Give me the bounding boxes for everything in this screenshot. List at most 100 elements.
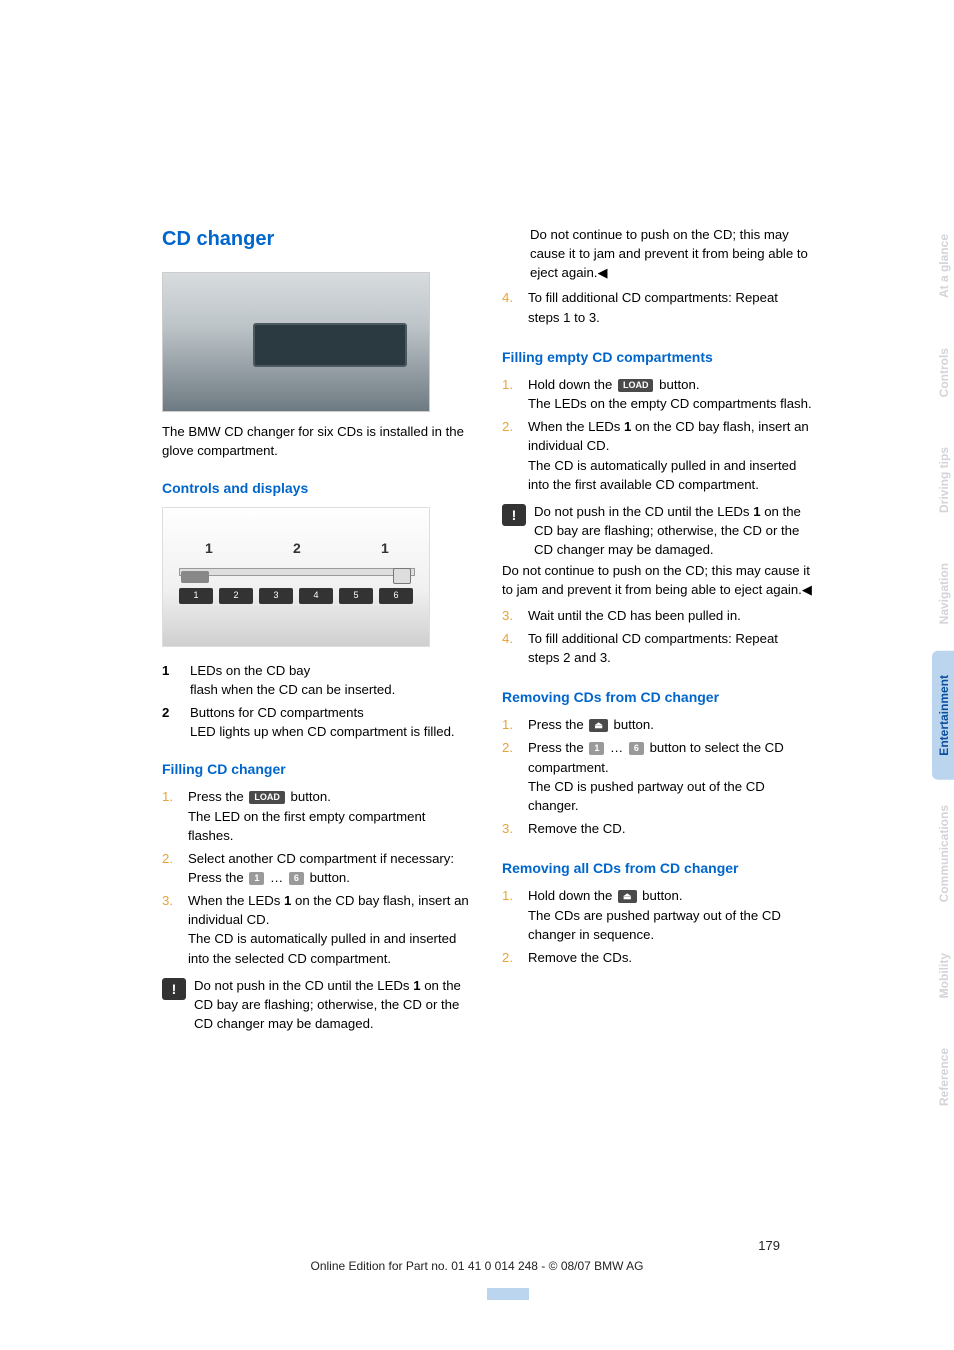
warning-icon: ! (162, 978, 186, 1000)
step-number: 4. (502, 288, 518, 326)
step-number: 2. (502, 948, 518, 967)
tab-mobility[interactable]: Mobility (932, 929, 954, 1022)
page-number: 179 (0, 1237, 954, 1256)
left-column: CD changer The BMW CD changer for six CD… (162, 225, 472, 1033)
list-item: 3. Wait until the CD has been pulled in. (502, 604, 812, 627)
load-chip: LOAD (249, 791, 285, 804)
step-number: 1. (502, 715, 518, 734)
list-item: 3. Remove the CD. (502, 817, 812, 840)
fill-step4: 4. To fill additional CD compartments: R… (502, 286, 812, 328)
empty-steps-34: 3. Wait until the CD has been pulled in.… (502, 604, 812, 669)
diagram-cd-slot (179, 568, 415, 576)
tab-navigation[interactable]: Navigation (932, 539, 954, 648)
list-item: 2. Select another CD compartment if nece… (162, 847, 472, 889)
empty-steps-list: 1. Hold down the LOAD button. The LEDs o… (502, 373, 812, 496)
legend-item-2: 2 Buttons for CD compartments LED lights… (162, 703, 472, 741)
heading-remove-all: Removing all CDs from CD changer (502, 858, 812, 878)
warning-icon: ! (502, 504, 526, 526)
diagram-label-1a: 1 (205, 538, 213, 558)
step-body: When the LEDs 1 on the CD bay flash, ins… (188, 891, 472, 968)
diagram-btn-6: 6 (379, 588, 413, 604)
tab-communications[interactable]: Communications (932, 781, 954, 926)
heading-filling: Filling CD changer (162, 759, 472, 779)
list-item: 1. Hold down the LOAD button. The LEDs o… (502, 373, 812, 415)
step-number: 3. (162, 891, 178, 968)
load-chip: LOAD (618, 379, 654, 392)
eject-chip: ⏏ (618, 890, 637, 903)
heading-empty: Filling empty CD compartments (502, 347, 812, 367)
num-chip: 6 (289, 872, 304, 885)
diagram-btn-4: 4 (299, 588, 333, 604)
diagram-btn-1: 1 (179, 588, 213, 604)
warning-block: ! Do not push in the CD until the LEDs 1… (162, 976, 472, 1033)
tab-driving-tips[interactable]: Driving tips (932, 423, 954, 537)
footer-text: Online Edition for Part no. 01 41 0 014 … (0, 1258, 954, 1275)
diagram-load-button (181, 571, 209, 583)
legend-key: 2 (162, 703, 178, 741)
step-number: 1. (502, 375, 518, 413)
intro-text: The BMW CD changer for six CDs is instal… (162, 422, 472, 460)
right-column: Do not continue to push on the CD; this … (502, 225, 812, 1033)
step-number: 3. (502, 606, 518, 625)
step-body: Press the 1 … 6 button to select the CD … (528, 738, 812, 815)
list-item: 2. When the LEDs 1 on the CD bay flash, … (502, 415, 812, 496)
step-body: Hold down the ⏏ button. The CDs are push… (528, 886, 812, 943)
diagram-compartment-buttons: 1 2 3 4 5 6 (179, 588, 413, 604)
diagram-btn-3: 3 (259, 588, 293, 604)
step-body: Wait until the CD has been pulled in. (528, 606, 741, 625)
list-item: 3. When the LEDs 1 on the CD bay flash, … (162, 889, 472, 970)
remove-all-steps-list: 1. Hold down the ⏏ button. The CDs are p… (502, 884, 812, 969)
step-number: 2. (502, 738, 518, 815)
list-item: 1. Hold down the ⏏ button. The CDs are p… (502, 884, 812, 945)
tab-controls[interactable]: Controls (932, 324, 954, 421)
list-item: 4. To fill additional CD compartments: R… (502, 286, 812, 328)
legend-text: LEDs on the CD bay flash when the CD can… (190, 661, 395, 699)
step-number: 1. (502, 886, 518, 943)
list-item: 1. Press the LOAD button. The LED on the… (162, 785, 472, 846)
step-body: Select another CD compartment if necessa… (188, 849, 454, 887)
warn-continuation: Do not continue to push on the CD; this … (502, 225, 812, 282)
step-number: 2. (502, 417, 518, 494)
side-tabs: At a glance Controls Driving tips Naviga… (932, 210, 954, 1132)
tab-at-a-glance[interactable]: At a glance (932, 210, 954, 322)
diagram-btn-2: 2 (219, 588, 253, 604)
diagram-eject-button (393, 568, 411, 584)
list-item: 4. To fill additional CD compartments: R… (502, 627, 812, 669)
step-body: Remove the CDs. (528, 948, 632, 967)
step-body: Press the ⏏ button. (528, 715, 654, 734)
step-body: Press the LOAD button. The LED on the fi… (188, 787, 472, 844)
legend-text: Buttons for CD compartments LED lights u… (190, 703, 455, 741)
step-body: Remove the CD. (528, 819, 625, 838)
tab-entertainment[interactable]: Entertainment (932, 651, 954, 780)
legend-item-1: 1 LEDs on the CD bay flash when the CD c… (162, 661, 472, 699)
heading-controls: Controls and displays (162, 478, 472, 498)
list-item: 2. Press the 1 … 6 button to select the … (502, 736, 812, 817)
diagram-label-2: 2 (293, 538, 301, 558)
list-item: 2. Remove the CDs. (502, 946, 812, 969)
step-body: Hold down the LOAD button. The LEDs on t… (528, 375, 812, 413)
warning-block: ! Do not push in the CD until the LEDs 1… (502, 502, 812, 600)
controls-diagram: 1 2 1 1 2 3 4 5 6 (162, 507, 430, 647)
step-number: 4. (502, 629, 518, 667)
tab-reference[interactable]: Reference (932, 1024, 954, 1130)
diagram-btn-5: 5 (339, 588, 373, 604)
legend-key: 1 (162, 661, 178, 699)
step-number: 3. (502, 819, 518, 838)
num-chip: 1 (249, 872, 264, 885)
page-footer: 179 Online Edition for Part no. 01 41 0 … (0, 1237, 954, 1275)
heading-remove: Removing CDs from CD changer (502, 687, 812, 707)
eject-chip: ⏏ (589, 719, 608, 732)
num-chip: 6 (629, 742, 644, 755)
step-body: To fill additional CD compartments: Repe… (528, 629, 812, 667)
fill-steps-list: 1. Press the LOAD button. The LED on the… (162, 785, 472, 969)
diagram-label-1b: 1 (381, 538, 389, 558)
step-number: 1. (162, 787, 178, 844)
step-body: To fill additional CD compartments: Repe… (528, 288, 812, 326)
cd-changer-photo (162, 272, 430, 412)
remove-steps-list: 1. Press the ⏏ button. 2. Press the 1 … … (502, 713, 812, 840)
page: CD changer The BMW CD changer for six CD… (0, 0, 954, 1350)
step-number: 2. (162, 849, 178, 887)
list-item: 1. Press the ⏏ button. (502, 713, 812, 736)
page-title: CD changer (162, 225, 472, 254)
footer-accent-bar (487, 1288, 529, 1300)
